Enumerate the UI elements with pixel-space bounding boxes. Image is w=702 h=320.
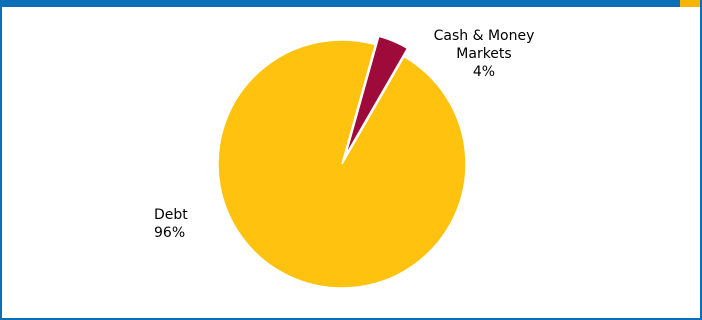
slice-pct-cash: 4%	[473, 64, 495, 80]
slice-label-debt: Debt	[154, 207, 188, 223]
slice-pct-debt: 96%	[154, 225, 185, 241]
pie-slice-cash-money-markets	[344, 35, 409, 157]
pie-slice-debt	[217, 39, 467, 289]
slice-label-cash-line1: Cash & Money	[434, 28, 535, 44]
pie-slices	[217, 35, 467, 289]
slice-label-cash-line2: Markets	[456, 46, 511, 62]
frame-top-bar	[2, 0, 682, 7]
frame-top-accent	[680, 0, 700, 7]
